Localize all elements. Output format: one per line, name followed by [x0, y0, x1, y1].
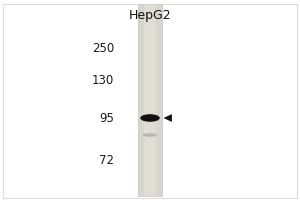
Bar — [138, 4, 162, 196]
Text: 72: 72 — [99, 154, 114, 168]
Ellipse shape — [140, 114, 160, 122]
Ellipse shape — [143, 133, 157, 137]
Text: 250: 250 — [92, 42, 114, 54]
Text: 130: 130 — [92, 74, 114, 88]
Polygon shape — [164, 114, 172, 122]
Text: 95: 95 — [99, 112, 114, 126]
Bar — [144, 4, 156, 196]
Text: HepG2: HepG2 — [129, 9, 171, 22]
